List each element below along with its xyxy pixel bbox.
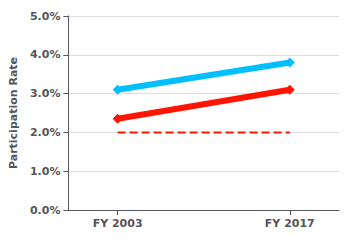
svg-text:1.0%: 1.0%	[30, 165, 61, 178]
svg-text:0.0%: 0.0%	[30, 204, 61, 217]
svg-text:3.0%: 3.0%	[30, 87, 61, 100]
svg-text:4.0%: 4.0%	[30, 48, 61, 61]
svg-text:FY 2017: FY 2017	[265, 217, 315, 230]
svg-text:Participation Rate: Participation Rate	[7, 57, 20, 169]
svg-text:FY 2003: FY 2003	[93, 217, 143, 230]
svg-text:5.0%: 5.0%	[30, 10, 61, 23]
svg-text:2.0%: 2.0%	[30, 126, 61, 139]
